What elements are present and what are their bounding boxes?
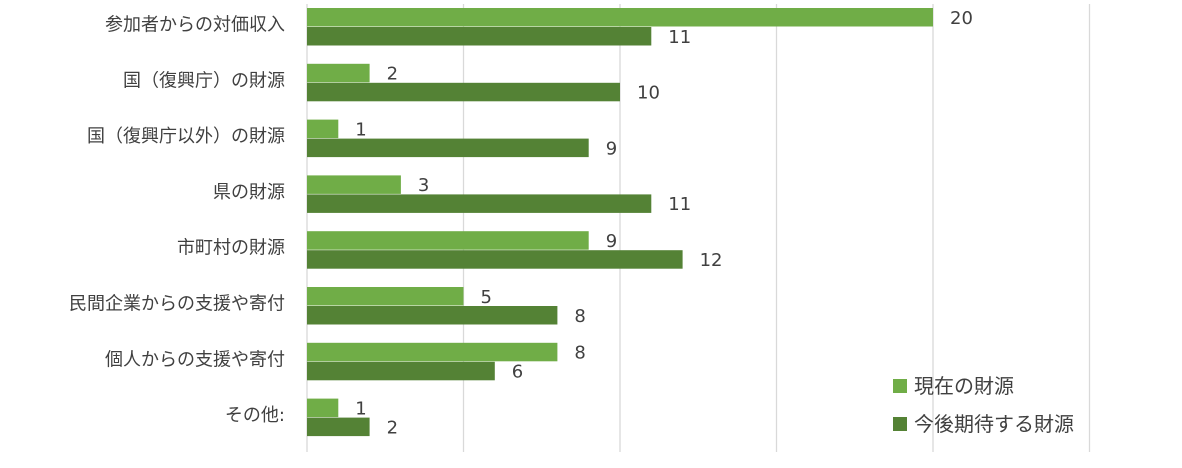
bar-s1-c2	[307, 138, 589, 158]
legend-swatch-0	[893, 379, 907, 393]
bar-s1-c4	[307, 250, 683, 269]
category-label: 個人からの支援や寄付	[105, 349, 285, 370]
bars-group	[307, 8, 933, 437]
data-label-s1-c3: 11	[668, 194, 691, 215]
category-label: 参加者からの対価収入	[105, 15, 285, 36]
data-label-s0-c3: 3	[418, 175, 429, 196]
bar-s0-c1	[307, 63, 370, 83]
data-label-s0-c1: 2	[387, 64, 398, 85]
bar-s0-c3	[307, 175, 401, 194]
bar-s1-c0	[307, 27, 652, 46]
category-labels: 参加者からの対価収入国（復興庁）の財源国（復興庁以外）の財源県の財源市町村の財源…	[69, 15, 285, 427]
data-label-s1-c1: 10	[637, 83, 660, 104]
category-label: 市町村の財源	[177, 238, 285, 259]
category-label: その他:	[225, 405, 285, 426]
data-label-s1-c6: 6	[512, 362, 523, 383]
category-label: 国（復興庁以外）の財源	[87, 126, 285, 147]
legend-label-0: 現在の財源	[914, 374, 1014, 398]
category-label: 国（復興庁）の財源	[123, 70, 285, 91]
data-label-s0-c4: 9	[606, 231, 617, 252]
data-label-s1-c5: 8	[574, 306, 585, 327]
data-label-s0-c7: 1	[355, 398, 366, 419]
bar-s0-c2	[307, 119, 339, 139]
category-label: 民間企業からの支援や寄付	[69, 294, 285, 315]
data-label-s0-c6: 8	[574, 343, 585, 364]
data-label-s1-c4: 12	[700, 250, 723, 271]
data-label-s0-c0: 20	[950, 8, 973, 29]
legend-label-1: 今後期待する財源	[914, 412, 1074, 436]
bar-s1-c7	[307, 417, 370, 437]
legend-swatch-1	[893, 417, 907, 431]
bar-s1-c3	[307, 194, 652, 213]
bar-s0-c6	[307, 342, 558, 362]
data-label-s1-c7: 2	[387, 417, 398, 438]
bar-s0-c7	[307, 398, 339, 418]
data-label-s1-c0: 11	[668, 27, 691, 48]
bar-s1-c6	[307, 361, 495, 381]
bar-s1-c5	[307, 306, 558, 325]
data-label-s1-c2: 9	[606, 138, 617, 159]
data-label-s0-c2: 1	[355, 119, 366, 140]
bar-s1-c1	[307, 82, 620, 102]
data-label-s0-c5: 5	[481, 287, 492, 308]
bar-s0-c4	[307, 231, 589, 250]
bar-s0-c5	[307, 287, 464, 306]
category-label: 県の財源	[213, 182, 285, 203]
bar-s0-c0	[307, 8, 933, 27]
